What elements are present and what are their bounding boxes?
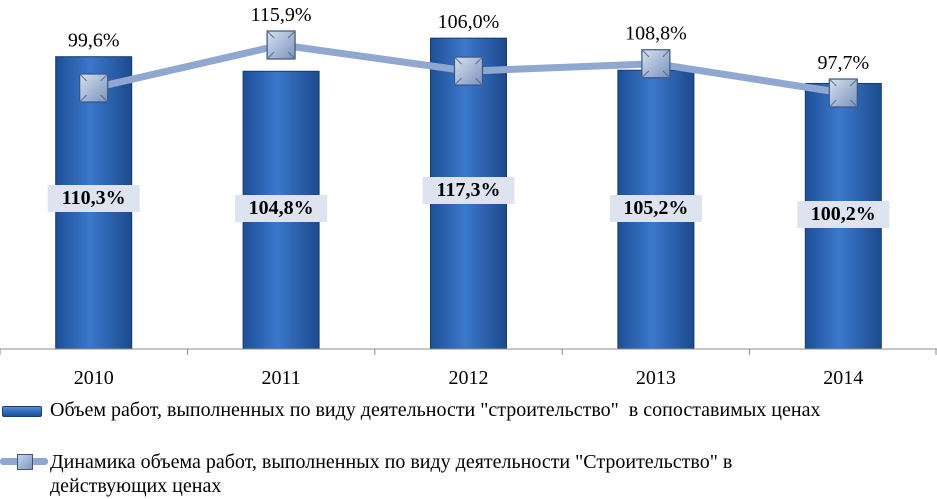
chart: 2010 2011 2012 2013 2014 99,6% 115,9% 106,0% 10…: [0, 4, 937, 389]
bar-data-label-bg: [797, 201, 890, 228]
x-tick-label: 2013: [636, 367, 676, 389]
line-data-label: 115,9%: [251, 4, 312, 26]
legend-bar-label: Объем работ, выполненных по виду деятель…: [50, 399, 821, 421]
bar-data-label-bg: [609, 195, 702, 222]
bar-data-label-bg: [47, 185, 140, 212]
line-data-label: 99,6%: [68, 30, 120, 52]
bar-data-label: 104,8%: [249, 197, 314, 219]
bar-data-label-bg: [422, 177, 515, 204]
line-marker-bevel: [828, 78, 858, 108]
line-marker-bevel: [266, 30, 296, 60]
x-tick-label: 2010: [74, 367, 114, 389]
legend-bar-swatch: [2, 406, 42, 417]
legend-item-line: Динамика объема работ, выполненных по ви…: [0, 450, 850, 498]
line-data-label: 97,7%: [817, 52, 869, 74]
bar-data-label: 110,3%: [62, 187, 126, 209]
bar-data-label-bg: [235, 195, 328, 222]
bar-data-label: 105,2%: [623, 197, 688, 219]
legend-line-label: Динамика объема работ, выполненных по ви…: [50, 451, 733, 497]
line-marker-bevel: [454, 56, 483, 86]
bar-data-label: 100,2%: [811, 203, 876, 225]
line-marker-bevel: [79, 73, 109, 103]
bar-data-label: 117,3%: [437, 179, 501, 201]
x-tick-label: 2011: [261, 367, 300, 389]
x-tick-label: 2012: [449, 367, 489, 389]
legend-line-swatch: [0, 450, 48, 474]
legend-item-bar: Объем работ, выполненных по виду деятель…: [0, 398, 820, 422]
line-marker-bevel: [641, 49, 671, 79]
x-tick-label: 2014: [823, 367, 863, 389]
line-data-label: 106,0%: [438, 11, 500, 33]
line-data-label: 108,8%: [625, 23, 687, 45]
